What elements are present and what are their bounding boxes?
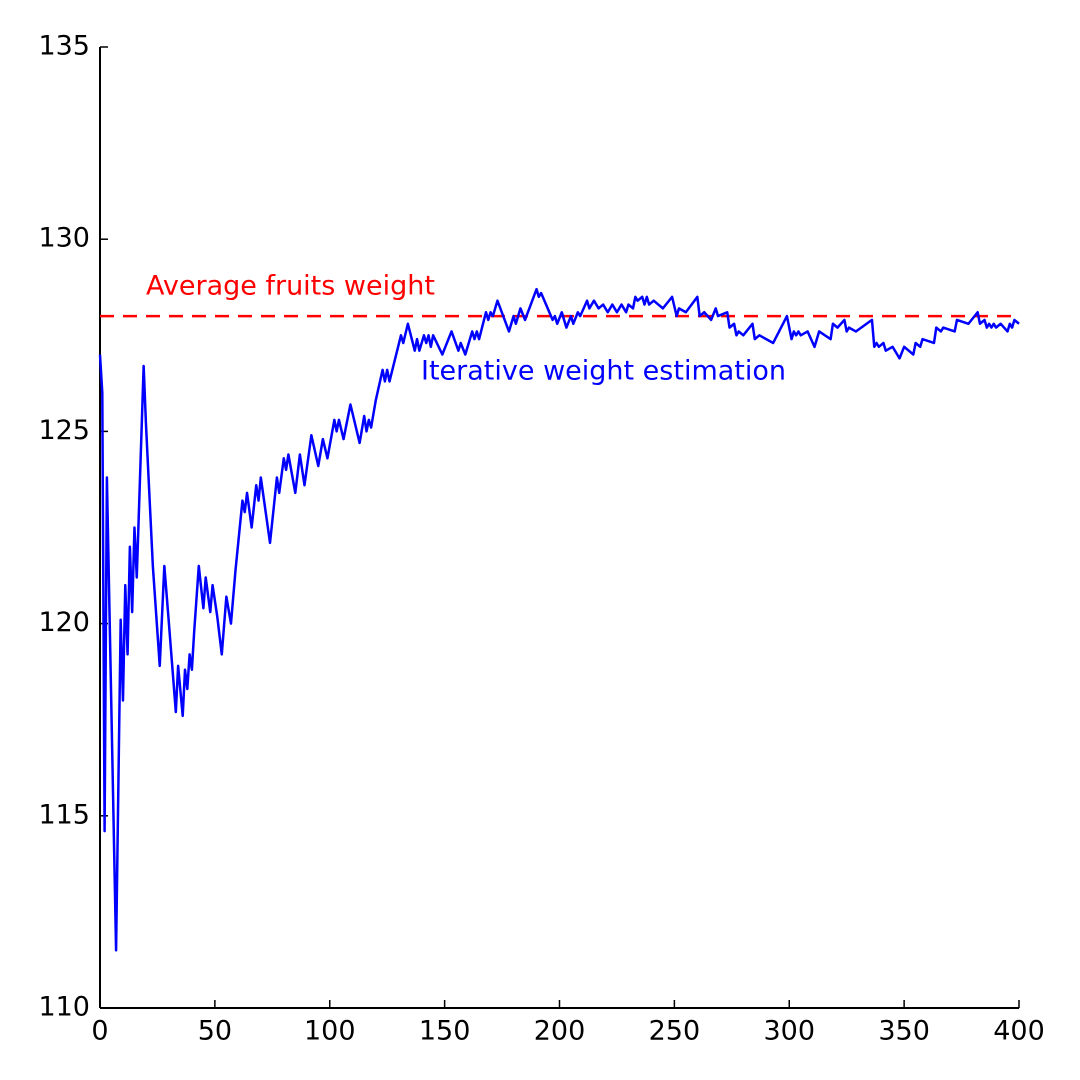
y-tick-label: 120 [38, 607, 90, 638]
x-tick-label: 300 [763, 1016, 815, 1047]
x-tick-label: 250 [649, 1016, 701, 1047]
y-tick-label: 135 [38, 31, 90, 62]
x-tick-label: 350 [878, 1016, 930, 1047]
x-tick-label: 400 [993, 1016, 1045, 1047]
x-tick-label: 0 [91, 1016, 108, 1047]
annotation: Iterative weight estimation [421, 356, 786, 387]
y-tick-label: 110 [38, 992, 90, 1023]
x-tick-label: 150 [419, 1016, 471, 1047]
x-tick-label: 50 [198, 1016, 232, 1047]
y-tick-label: 130 [38, 223, 90, 254]
annotation: Average fruits weight [146, 271, 435, 302]
y-tick-label: 125 [38, 415, 90, 446]
x-tick-label: 100 [304, 1016, 356, 1047]
y-tick-label: 115 [38, 799, 90, 830]
x-tick-label: 200 [534, 1016, 586, 1047]
data-line [98, 287, 1020, 952]
